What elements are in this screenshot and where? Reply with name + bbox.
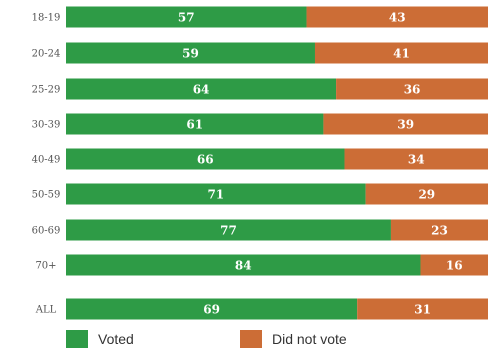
bar-did-not-vote-60-69 <box>390 219 488 241</box>
legend-swatch-did-not-vote <box>240 330 262 348</box>
value-label-voted-18-19: 57 <box>178 11 195 25</box>
value-label-did-not-vote-70: 16 <box>446 259 463 273</box>
legend-label-did-not-vote: Did not vote <box>272 331 347 347</box>
row-label-all: ALL <box>35 305 57 316</box>
bar-voted-40-49 <box>66 148 345 170</box>
value-label-voted-40-49: 66 <box>197 153 214 167</box>
bar-voted-70 <box>66 254 421 276</box>
bar-did-not-vote-25-29 <box>336 78 488 100</box>
value-label-voted-60-69: 77 <box>220 224 237 238</box>
legend-label-voted: Voted <box>98 331 134 347</box>
value-label-did-not-vote-18-19: 43 <box>389 11 406 25</box>
bar-did-not-vote-30-39 <box>323 113 488 135</box>
value-label-did-not-vote-all: 31 <box>414 303 431 317</box>
row-label-25-29: 25-29 <box>32 85 61 96</box>
bar-did-not-vote-18-19 <box>306 6 488 28</box>
row-label-70: 70+ <box>35 261 56 272</box>
bar-voted-20-24 <box>66 42 315 64</box>
bar-did-not-vote-50-59 <box>365 183 488 205</box>
value-label-did-not-vote-25-29: 36 <box>404 83 421 97</box>
value-label-did-not-vote-50-59: 29 <box>418 188 435 202</box>
bar-voted-60-69 <box>66 219 391 241</box>
legend-item-did-not-vote: Did not vote <box>240 328 347 350</box>
bar-did-not-vote-all <box>357 298 488 320</box>
row-label-60-69: 60-69 <box>32 226 61 237</box>
value-label-voted-20-24: 59 <box>182 47 199 61</box>
value-label-did-not-vote-60-69: 23 <box>431 224 448 238</box>
value-label-did-not-vote-30-39: 39 <box>397 118 414 132</box>
row-label-20-24: 20-24 <box>32 49 61 60</box>
bar-voted-30-39 <box>66 113 324 135</box>
bar-voted-50-59 <box>66 183 366 205</box>
bar-voted-25-29 <box>66 78 337 100</box>
bar-voted-all <box>66 298 358 320</box>
value-label-voted-25-29: 64 <box>193 83 210 97</box>
value-label-voted-50-59: 71 <box>207 188 224 202</box>
value-label-voted-70: 84 <box>235 259 252 273</box>
row-label-50-59: 50-59 <box>32 190 61 201</box>
legend-item-voted: Voted <box>66 328 134 350</box>
bar-did-not-vote-70 <box>420 254 488 276</box>
row-label-30-39: 30-39 <box>32 120 61 131</box>
value-label-voted-all: 69 <box>203 303 220 317</box>
row-label-18-19: 18-19 <box>32 13 61 24</box>
value-label-voted-30-39: 61 <box>186 118 203 132</box>
chart-legend: Voted Did not vote <box>0 326 492 354</box>
value-label-did-not-vote-40-49: 34 <box>408 153 425 167</box>
value-label-did-not-vote-20-24: 41 <box>393 47 410 61</box>
bar-voted-18-19 <box>66 6 307 28</box>
bar-did-not-vote-40-49 <box>344 148 488 170</box>
row-label-40-49: 40-49 <box>32 155 61 166</box>
stacked-bar-chart: 18-19 57 43 20-24 59 41 25-29 64 36 30-39 61 39 40-4… <box>32 6 488 320</box>
legend-swatch-voted <box>66 330 88 348</box>
bar-did-not-vote-20-24 <box>314 42 488 64</box>
